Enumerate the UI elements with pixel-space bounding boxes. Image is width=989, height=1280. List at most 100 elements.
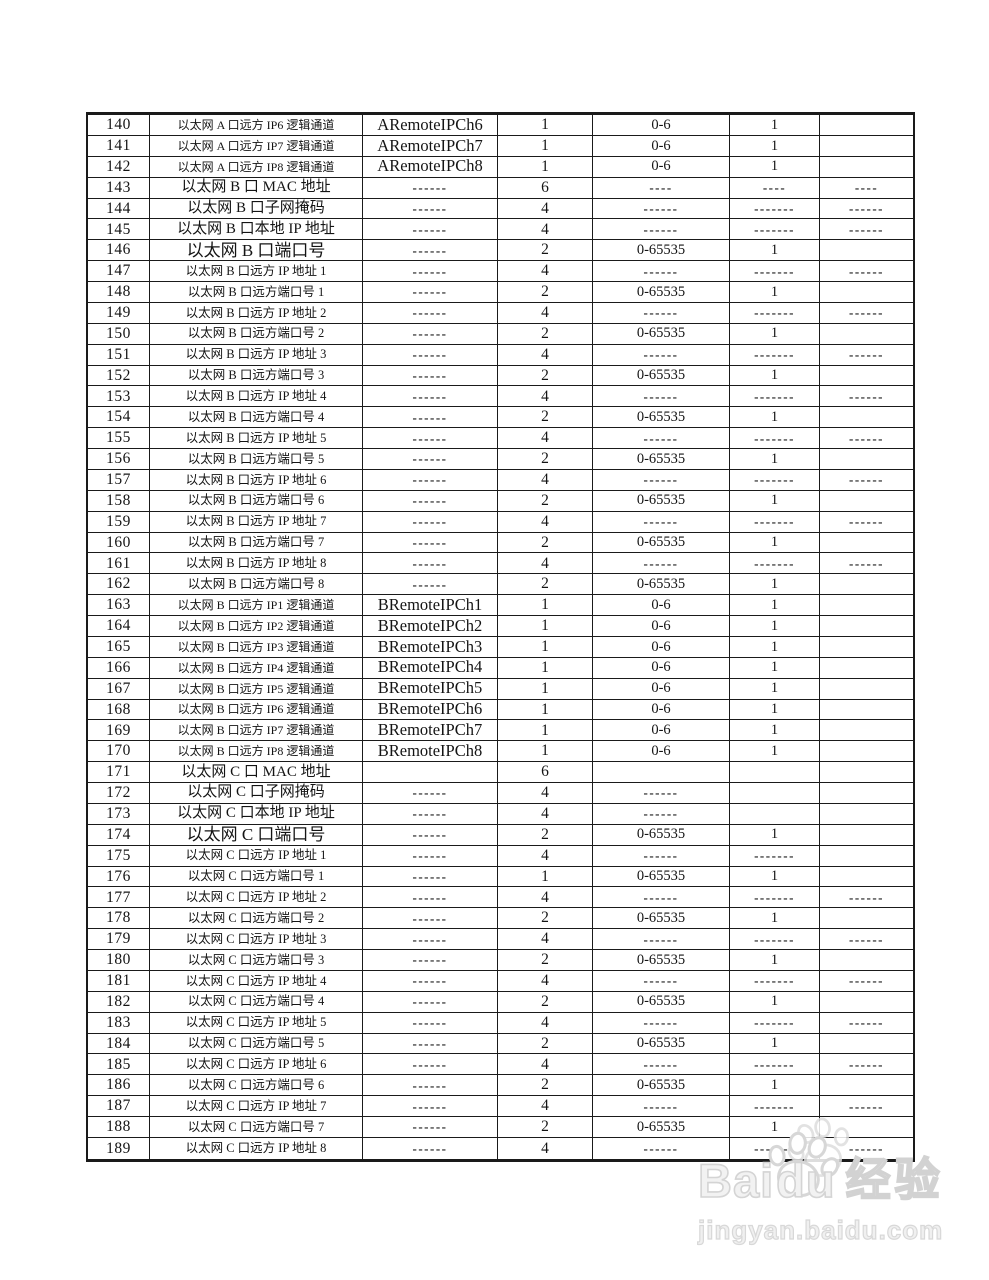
- row-number-cell: 167: [88, 678, 150, 699]
- range-cell: 0-65535: [593, 866, 730, 887]
- byte-count-cell: 4: [498, 469, 593, 490]
- description-cell: 以太网 C 口远方端口号 4: [150, 991, 363, 1012]
- table-row: 167 以太网 B 口远方 IP5 逻辑通道 BRemoteIPCh5 1 0-…: [88, 678, 913, 700]
- table-row: 173 以太网 C 口本地 IP 地址 ------ 4 ------: [88, 803, 913, 825]
- description-cell: 以太网 A 口远方 IP6 逻辑通道: [150, 115, 363, 135]
- row-number-cell: 159: [88, 511, 150, 532]
- row-number-cell: 188: [88, 1117, 150, 1137]
- row-number-cell: 149: [88, 302, 150, 323]
- description-cell: 以太网 B 口远方 IP 地址 8: [150, 553, 363, 574]
- row-number-cell: 150: [88, 323, 150, 344]
- step-cell: 1: [730, 1117, 820, 1137]
- mnemonic-cell: ------: [363, 428, 498, 448]
- range-cell: ------: [593, 1096, 730, 1116]
- step-cell: -------: [730, 198, 820, 219]
- mnemonic-cell: ------: [363, 929, 498, 949]
- range-cell: ------: [593, 428, 730, 448]
- description-cell: 以太网 C 口远方 IP 地址 7: [150, 1096, 363, 1116]
- row-number-cell: 168: [88, 699, 150, 720]
- step-cell: 1: [730, 282, 820, 302]
- mnemonic-cell: ------: [363, 783, 498, 803]
- mnemonic-cell: BRemoteIPCh4: [363, 657, 498, 678]
- register-table: 140 以太网 A 口远方 IP6 逻辑通道 ARemoteIPCh6 1 0-…: [86, 112, 915, 1162]
- byte-count-cell: 1: [498, 636, 593, 657]
- table-row: 166 以太网 B 口远方 IP4 逻辑通道 BRemoteIPCh4 1 0-…: [88, 657, 913, 679]
- row-number-cell: 184: [88, 1033, 150, 1054]
- byte-count-cell: 6: [498, 177, 593, 198]
- byte-count-cell: 4: [498, 198, 593, 219]
- step-cell: -------: [730, 970, 820, 991]
- row-number-cell: 173: [88, 803, 150, 824]
- range-cell: ------: [593, 970, 730, 991]
- description-cell: 以太网 B 口远方端口号 2: [150, 323, 363, 344]
- description-cell: 以太网 B 口远方 IP1 逻辑通道: [150, 595, 363, 615]
- byte-count-cell: 4: [498, 428, 593, 448]
- step-cell: 1: [730, 720, 820, 741]
- row-number-cell: 182: [88, 991, 150, 1012]
- range-cell: 0-6: [593, 595, 730, 615]
- byte-count-cell: 1: [498, 741, 593, 762]
- description-cell: 以太网 A 口远方 IP8 逻辑通道: [150, 156, 363, 177]
- row-number-cell: 180: [88, 950, 150, 970]
- note-cell: [820, 1117, 913, 1137]
- range-cell: 0-65535: [593, 1033, 730, 1054]
- table-row: 184 以太网 C 口远方端口号 5 ------ 2 0-65535 1: [88, 1033, 913, 1055]
- note-cell: [820, 908, 913, 928]
- range-cell: 0-6: [593, 156, 730, 177]
- range-cell: ------: [593, 469, 730, 490]
- byte-count-cell: 4: [498, 929, 593, 949]
- description-cell: 以太网 C 口端口号: [150, 824, 363, 845]
- row-number-cell: 181: [88, 970, 150, 991]
- mnemonic-cell: ------: [363, 803, 498, 824]
- description-cell: 以太网 C 口远方 IP 地址 6: [150, 1054, 363, 1075]
- description-cell: 以太网 C 口远方端口号 2: [150, 908, 363, 929]
- byte-count-cell: 2: [498, 824, 593, 845]
- description-cell: 以太网 C 口远方 IP 地址 2: [150, 887, 363, 908]
- description-cell: 以太网 C 口远方端口号 5: [150, 1033, 363, 1054]
- note-cell: [820, 762, 913, 782]
- mnemonic-cell: ------: [363, 1012, 498, 1033]
- byte-count-cell: 2: [498, 323, 593, 344]
- table-row: 188 以太网 C 口远方端口号 7 ------ 2 0-65535 1: [88, 1117, 913, 1138]
- range-cell: 0-6: [593, 115, 730, 135]
- note-cell: [820, 240, 913, 260]
- row-number-cell: 156: [88, 449, 150, 469]
- byte-count-cell: 4: [498, 219, 593, 240]
- range-cell: 0-65535: [593, 574, 730, 595]
- mnemonic-cell: ------: [363, 950, 498, 970]
- note-cell: [820, 136, 913, 156]
- step-cell: [730, 783, 820, 803]
- byte-count-cell: 4: [498, 887, 593, 908]
- table-row: 148 以太网 B 口远方端口号 1 ------ 2 0-65535 1: [88, 282, 913, 303]
- note-cell: ----: [854, 180, 879, 196]
- description-cell: 以太网 B 口远方 IP7 逻辑通道: [150, 720, 363, 741]
- row-number-cell: 162: [88, 574, 150, 595]
- row-number-cell: 153: [88, 386, 150, 407]
- byte-count-cell: 4: [498, 511, 593, 532]
- byte-count-cell: 4: [498, 970, 593, 991]
- note-cell: [820, 115, 913, 135]
- step-cell: 1: [730, 595, 820, 615]
- mnemonic-cell: BRemoteIPCh2: [363, 616, 498, 636]
- table-row: 143 以太网 B 口 MAC 地址 ------ 6 ---- ---- --…: [88, 177, 913, 199]
- table-row: 169 以太网 B 口远方 IP7 逻辑通道 BRemoteIPCh7 1 0-…: [88, 720, 913, 742]
- table-row: 150 以太网 B 口远方端口号 2 ------ 2 0-65535 1: [88, 323, 913, 345]
- description-cell: 以太网 C 口远方 IP 地址 1: [150, 845, 363, 866]
- mnemonic-cell: ------: [363, 824, 498, 845]
- row-number-cell: 152: [88, 365, 150, 386]
- description-cell: 以太网 B 口远方 IP 地址 5: [150, 428, 363, 448]
- row-number-cell: 163: [88, 595, 150, 615]
- step-cell: 1: [730, 532, 820, 553]
- row-number-cell: 174: [88, 824, 150, 845]
- description-cell: 以太网 B 口远方端口号 8: [150, 574, 363, 595]
- step-cell: 1: [730, 323, 820, 344]
- range-cell: ------: [593, 845, 730, 866]
- byte-count-cell: 1: [498, 115, 593, 135]
- row-number-cell: 144: [88, 198, 150, 219]
- mnemonic-cell: ------: [363, 991, 498, 1012]
- byte-count-cell: 4: [498, 553, 593, 574]
- byte-count-cell: 4: [498, 783, 593, 803]
- range-cell: 0-65535: [593, 1075, 730, 1096]
- mnemonic-cell: ------: [363, 845, 498, 866]
- byte-count-cell: 2: [498, 1075, 593, 1096]
